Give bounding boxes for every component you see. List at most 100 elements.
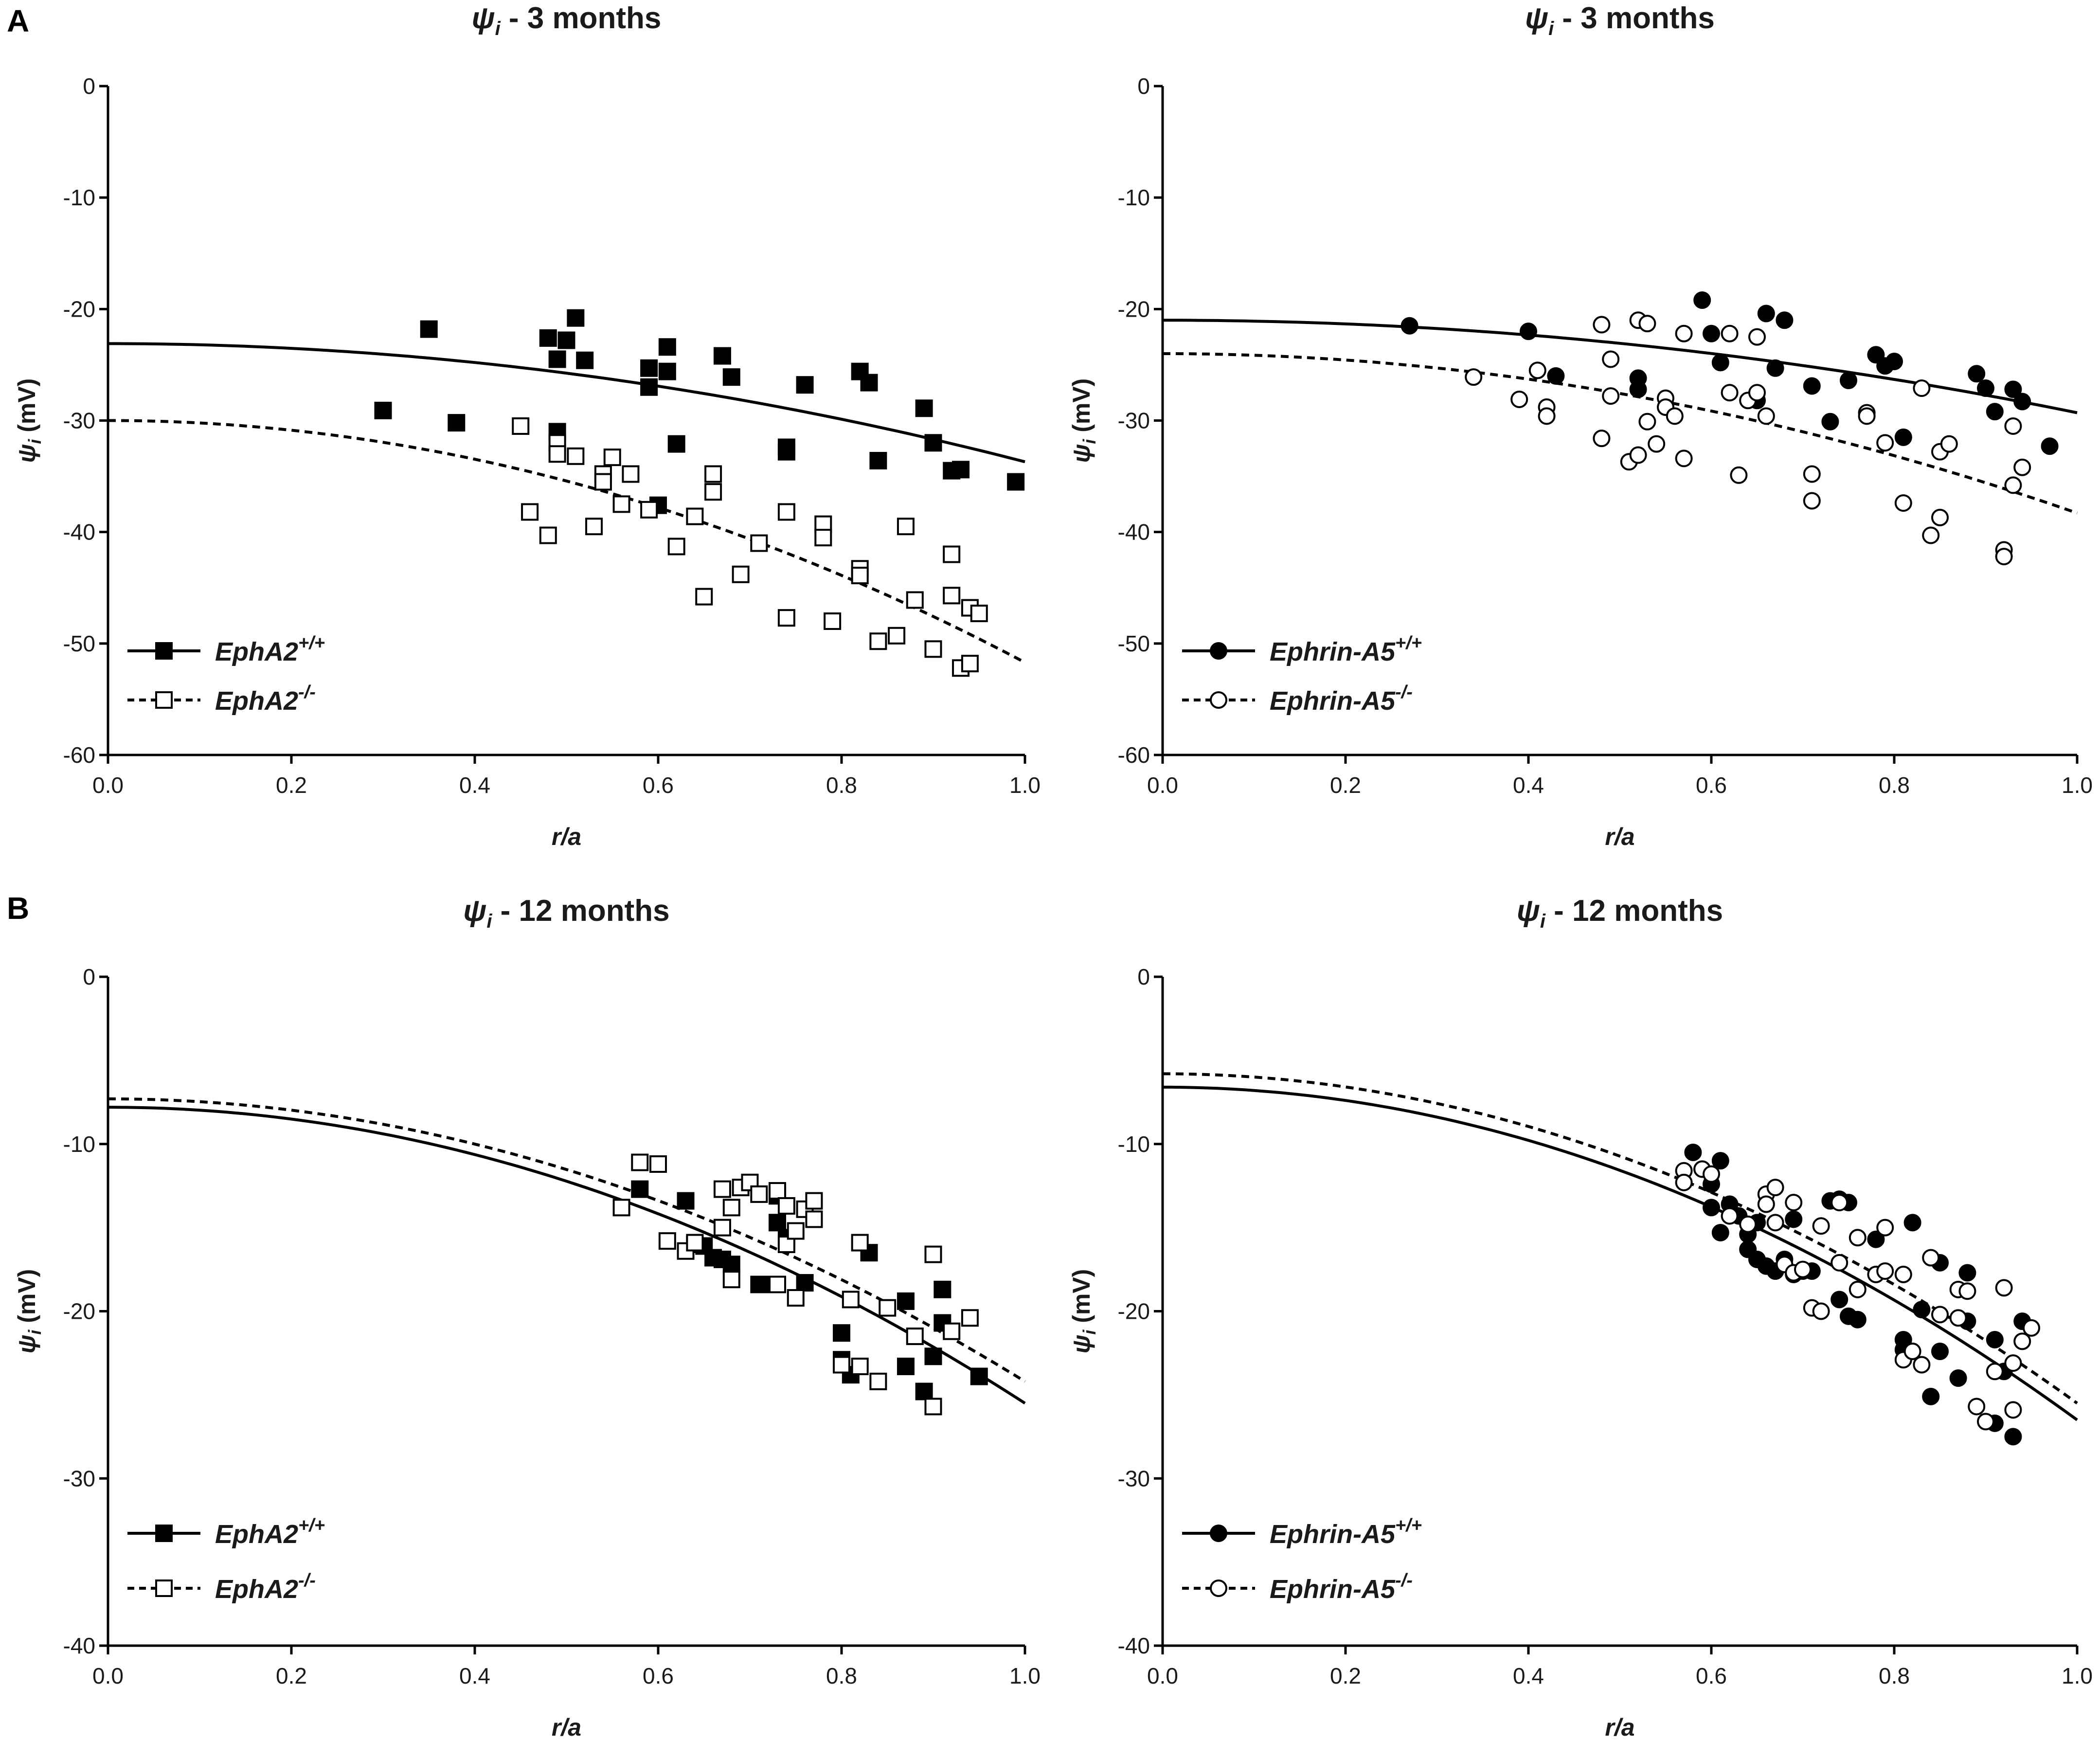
data-point bbox=[594, 473, 612, 491]
y-tick-label: -20 bbox=[1118, 296, 1150, 322]
data-point bbox=[548, 445, 566, 463]
data-point bbox=[1876, 434, 1894, 452]
y-tick-label: -40 bbox=[63, 1633, 95, 1658]
data-point bbox=[1785, 1210, 1803, 1228]
title-text: - 12 months bbox=[1545, 894, 1723, 928]
y-tick-label: 0 bbox=[1137, 964, 1150, 989]
x-tick-label: 0.8 bbox=[1879, 772, 1910, 798]
data-point bbox=[869, 632, 887, 650]
title-subscript: i bbox=[1540, 911, 1546, 932]
data-point bbox=[851, 1357, 869, 1375]
y-title-subscript: i bbox=[25, 439, 45, 444]
data-point bbox=[860, 374, 878, 392]
y-title-subscript: i bbox=[25, 1329, 45, 1335]
data-point bbox=[1995, 548, 2013, 566]
data-point bbox=[952, 461, 970, 479]
y-tick-label: -10 bbox=[1118, 1131, 1150, 1157]
data-point bbox=[658, 338, 676, 356]
data-point bbox=[722, 1271, 740, 1289]
data-point bbox=[2013, 1332, 2031, 1350]
data-point bbox=[2013, 458, 2031, 476]
series-++ bbox=[631, 1180, 988, 1400]
x-tick-label: 0.6 bbox=[643, 1663, 674, 1688]
x-tick-label: 0.2 bbox=[1330, 1663, 1361, 1688]
data-point bbox=[1757, 1195, 1775, 1213]
data-point bbox=[1949, 1369, 1967, 1387]
x-tick-label: 0.0 bbox=[1147, 1663, 1178, 1688]
data-point bbox=[1547, 367, 1565, 385]
legend-label: EphA2-/- bbox=[215, 1570, 316, 1604]
fit-line--- bbox=[1163, 352, 2078, 515]
x-tick-label: 0.4 bbox=[1513, 772, 1544, 798]
data-point bbox=[2004, 417, 2022, 435]
series--- bbox=[512, 417, 988, 677]
data-point bbox=[539, 329, 557, 347]
data-point bbox=[1831, 1194, 1849, 1212]
data-point bbox=[1803, 465, 1821, 483]
chart-title: ψi - 12 months bbox=[1517, 894, 1723, 932]
legend-name: Ephrin-A5 bbox=[1270, 686, 1396, 716]
data-point bbox=[924, 1245, 942, 1263]
y-tick-label: -50 bbox=[63, 631, 95, 656]
y-tick-label: -60 bbox=[63, 742, 95, 768]
data-point bbox=[1986, 1330, 2004, 1348]
data-point bbox=[1721, 1207, 1739, 1225]
data-point bbox=[713, 1180, 731, 1198]
legend-name: EphA2 bbox=[215, 1575, 298, 1604]
data-point bbox=[1812, 1302, 1830, 1320]
data-point bbox=[1776, 311, 1794, 329]
data-point bbox=[1711, 1223, 1729, 1241]
data-point bbox=[1867, 1230, 1885, 1248]
data-point bbox=[805, 1192, 823, 1210]
legend-marker bbox=[155, 1525, 173, 1542]
data-point bbox=[750, 534, 768, 552]
data-point bbox=[1400, 317, 1418, 335]
x-tick-label: 0.8 bbox=[826, 772, 857, 798]
data-point bbox=[539, 526, 557, 544]
data-point bbox=[1629, 446, 1647, 464]
legend-marker bbox=[1210, 691, 1227, 709]
data-point bbox=[1803, 492, 1821, 510]
data-point bbox=[814, 529, 832, 547]
data-point bbox=[1922, 1249, 1940, 1267]
data-point bbox=[1849, 1310, 1867, 1328]
data-point bbox=[1894, 494, 1912, 512]
y-tick-label: -20 bbox=[63, 296, 95, 322]
y-title-symbol: ψ bbox=[13, 444, 40, 463]
legend-label: EphA2+/+ bbox=[215, 1515, 325, 1549]
fit-line--- bbox=[108, 1097, 1026, 1383]
x-axis-title: r/a bbox=[552, 1714, 581, 1741]
data-point bbox=[1593, 316, 1611, 334]
x-tick-label: 0.6 bbox=[643, 772, 674, 798]
data-point bbox=[374, 401, 392, 419]
panel-label-b: B bbox=[7, 891, 30, 926]
data-point bbox=[1812, 1217, 1830, 1235]
x-tick-label: 1.0 bbox=[2062, 1663, 2093, 1688]
data-point bbox=[1721, 384, 1739, 402]
data-point bbox=[915, 1382, 933, 1400]
chart-title: ψi - 3 months bbox=[1525, 1, 1715, 39]
series--- bbox=[1465, 311, 2031, 566]
data-point bbox=[1602, 350, 1620, 368]
legend-marker bbox=[155, 691, 173, 709]
y-title-symbol: ψ bbox=[1068, 444, 1095, 463]
data-point bbox=[1794, 1260, 1812, 1278]
y-tick-label: -40 bbox=[63, 520, 95, 545]
data-point bbox=[1821, 413, 1839, 431]
y-tick-label: -40 bbox=[1118, 1633, 1150, 1658]
data-point bbox=[1711, 1152, 1729, 1170]
legend-genotype: -/- bbox=[298, 1570, 316, 1591]
data-point bbox=[851, 567, 869, 585]
chart-title: ψi - 12 months bbox=[463, 894, 669, 932]
y-tick-label: -50 bbox=[1118, 631, 1150, 656]
y-tick-label: -30 bbox=[1118, 408, 1150, 433]
y-tick-label: -30 bbox=[63, 1466, 95, 1491]
data-point bbox=[1538, 407, 1556, 425]
title-subscript: i bbox=[1548, 18, 1554, 39]
series--- bbox=[612, 1153, 979, 1416]
data-point bbox=[1803, 377, 1821, 395]
data-point bbox=[1995, 1279, 2013, 1297]
data-point bbox=[640, 378, 658, 396]
legend-marker bbox=[155, 1579, 173, 1597]
data-point bbox=[658, 362, 676, 380]
